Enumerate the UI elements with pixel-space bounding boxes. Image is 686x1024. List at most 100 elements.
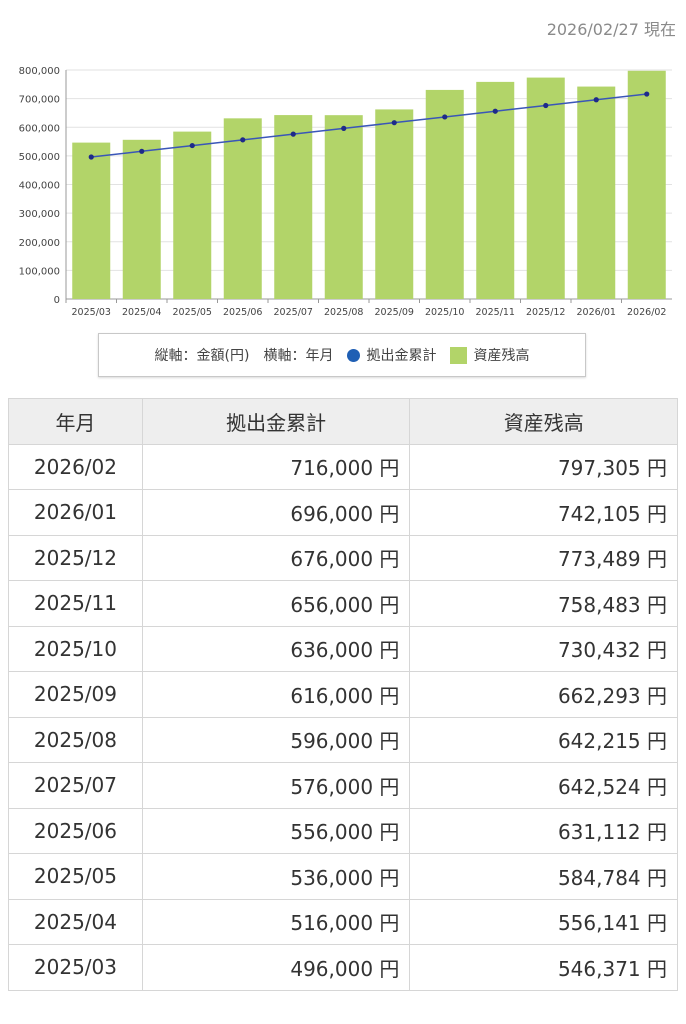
y-tick-label: 200,000 xyxy=(19,238,60,249)
table-row: 2025/09 616,000 円 662,293 円 xyxy=(8,671,678,718)
table-row: 2025/06 556,000 円 631,112 円 xyxy=(8,807,678,854)
y-tick-label: 100,000 xyxy=(19,266,60,277)
as-of-date: 2026/02/27 現在 xyxy=(546,20,676,39)
table-row: 2026/02 716,000 円 797,305 円 xyxy=(8,443,678,490)
bar-balance xyxy=(122,139,161,299)
cell-month: 2026/02 xyxy=(8,443,143,490)
cell-contrib: 536,000 円 xyxy=(141,853,411,900)
bar-balance xyxy=(72,142,111,299)
cell-contrib: 676,000 円 xyxy=(141,534,411,581)
legend-label-contrib: 拠出金累計 xyxy=(366,348,437,364)
cell-month: 2025/08 xyxy=(8,716,143,763)
y-tick-label: 400,000 xyxy=(19,181,60,192)
bar-balance xyxy=(526,77,565,299)
x-tick-label: 2025/08 xyxy=(324,307,363,318)
cell-contrib: 556,000 円 xyxy=(141,807,411,854)
y-tick-label: 800,000 xyxy=(19,66,60,77)
cell-month: 2026/01 xyxy=(8,489,143,536)
point-contrib xyxy=(391,120,397,126)
cell-contrib: 656,000 円 xyxy=(141,580,411,627)
cell-balance: 631,112 円 xyxy=(409,807,678,854)
cell-balance: 742,105 円 xyxy=(409,489,678,536)
cell-balance: 642,215 円 xyxy=(409,716,678,763)
legend-item-contrib: 拠出金累計 xyxy=(347,345,436,365)
x-tick-label: 2026/02 xyxy=(627,307,666,318)
cell-contrib: 636,000 円 xyxy=(141,625,411,672)
point-contrib xyxy=(139,148,145,154)
cell-month: 2025/03 xyxy=(8,944,143,991)
cell-contrib: 696,000 円 xyxy=(141,489,411,536)
legend-label-balance: 資産残高 xyxy=(473,348,530,364)
x-tick-label: 2025/04 xyxy=(122,307,161,318)
cell-month: 2025/06 xyxy=(8,807,143,854)
chart-legend: 縦軸：金額(円) 横軸：年月 拠出金累計 資産残高 xyxy=(98,333,586,377)
line-contrib xyxy=(91,93,647,158)
cell-balance: 662,293 円 xyxy=(409,671,678,718)
point-contrib xyxy=(593,97,599,103)
cell-balance: 584,784 円 xyxy=(409,853,678,900)
x-tick-label: 2025/07 xyxy=(274,307,313,318)
cell-contrib: 596,000 円 xyxy=(141,716,411,763)
table-row: 2025/04 516,000 円 556,141 円 xyxy=(8,898,678,945)
cell-month: 2025/10 xyxy=(8,625,143,672)
cell-balance: 546,371 円 xyxy=(409,944,678,991)
legend-item-balance: 資産残高 xyxy=(450,345,529,365)
legend-axis-text: 縦軸：金額(円) 横軸：年月 xyxy=(154,348,334,364)
y-tick-label: 0 xyxy=(54,295,60,306)
table-row: 2025/10 636,000 円 730,432 円 xyxy=(8,625,678,672)
balance-chart: 0 100,000 200,000 300,000 400,000 500,000 600,… xyxy=(19,66,672,318)
point-contrib xyxy=(240,137,246,143)
cell-month: 2025/12 xyxy=(8,534,143,581)
cell-contrib: 496,000 円 xyxy=(141,944,411,991)
table-row: 2025/07 576,000 円 642,524 円 xyxy=(8,762,678,809)
cell-month: 2025/05 xyxy=(8,853,143,900)
cell-month: 2025/04 xyxy=(8,898,143,945)
point-contrib xyxy=(341,125,347,131)
bar-balance xyxy=(425,89,464,299)
y-tick-label: 500,000 xyxy=(19,152,60,163)
point-contrib xyxy=(492,108,498,114)
point-contrib xyxy=(290,131,296,137)
y-tick-label: 700,000 xyxy=(19,95,60,106)
table-row: 2026/01 696,000 円 742,105 円 xyxy=(8,489,678,536)
bar-balance xyxy=(223,118,262,299)
table-row: 2025/11 656,000 円 758,483 円 xyxy=(8,580,678,627)
bar-balance xyxy=(375,109,414,299)
header-balance: 資産残高 xyxy=(409,398,678,445)
y-tick-label: 600,000 xyxy=(19,123,60,134)
bar-balance xyxy=(324,115,363,299)
x-tick-label: 2025/12 xyxy=(526,307,565,318)
cell-contrib: 616,000 円 xyxy=(141,671,411,718)
cell-balance: 730,432 円 xyxy=(409,625,678,672)
x-tick-label: 2026/01 xyxy=(577,307,616,318)
point-contrib xyxy=(644,91,650,97)
y-tick-label: 300,000 xyxy=(19,209,60,220)
header-contrib: 拠出金累計 xyxy=(141,398,411,445)
point-contrib xyxy=(88,154,94,160)
point-contrib xyxy=(189,142,195,149)
dot-marker-icon xyxy=(347,348,361,362)
bar-balance xyxy=(173,131,212,299)
cell-balance: 642,524 円 xyxy=(409,762,678,809)
cell-balance: 556,141 円 xyxy=(409,898,678,945)
header-month: 年月 xyxy=(8,398,143,445)
x-tick-label: 2025/03 xyxy=(72,307,111,318)
x-tick-label: 2025/06 xyxy=(223,307,262,318)
table-row: 2025/08 596,000 円 642,215 円 xyxy=(8,716,678,763)
cell-contrib: 576,000 円 xyxy=(141,762,411,809)
bar-swatch-icon xyxy=(450,346,468,364)
balance-table: 年月 拠出金累計 資産残高 2026/02 716,000 円 797,305 … xyxy=(8,398,678,991)
cell-month: 2025/11 xyxy=(8,580,143,627)
bar-balance xyxy=(274,115,313,299)
x-tick-label: 2025/11 xyxy=(476,307,515,318)
x-tick-label: 2025/05 xyxy=(173,307,212,318)
cell-balance: 773,489 円 xyxy=(409,534,678,581)
bar-balance xyxy=(476,81,515,299)
cell-month: 2025/07 xyxy=(8,762,143,809)
cell-contrib: 716,000 円 xyxy=(141,443,411,490)
cell-contrib: 516,000 円 xyxy=(141,898,411,945)
cell-balance: 797,305 円 xyxy=(409,443,678,490)
x-tick-label: 2025/09 xyxy=(375,307,414,318)
cell-balance: 758,483 円 xyxy=(409,580,678,627)
bar-balance xyxy=(577,86,616,299)
